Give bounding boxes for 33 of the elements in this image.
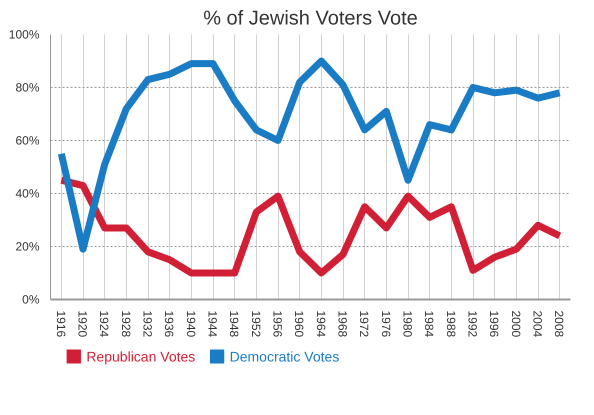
x-tick-label: 1968 [336,310,350,338]
x-tick-label: 1928 [118,310,133,338]
x-tick-label: 2008 [552,310,566,338]
y-tick-label: 80% [15,80,40,94]
x-tick-label: 1924 [97,310,112,338]
x-tick-label: 1940 [184,310,198,338]
y-tick-label: 0% [22,292,40,306]
x-tick-label: 1932 [140,310,154,338]
x-tick-label: 1960 [292,310,306,338]
x-tick-label: 1944 [206,310,220,338]
x-tick-label: 1992 [466,310,480,338]
x-tick-label: 1956 [270,310,284,338]
x-tick-label: 1916 [54,310,68,338]
x-tick-label: 1936 [162,310,176,338]
x-tick-label: 1964 [314,310,328,338]
x-tick-label: 1976 [378,310,393,338]
x-tick-label: 1952 [248,310,263,338]
legend-label: Democratic Votes [230,348,340,364]
y-tick-label: 20% [15,240,40,254]
y-tick-label: 40% [15,186,40,200]
x-tick-label: 1980 [400,310,414,338]
x-tick-label: 2000 [508,310,523,338]
x-tick-label: 1988 [444,310,458,338]
legend-label: Republican Votes [86,348,196,364]
chart-title: % of Jewish Voters Vote [203,8,418,30]
x-tick-label: 1996 [487,310,502,338]
x-tick-label: 2004 [530,310,544,338]
y-tick-label: 60% [15,134,40,148]
y-tick-label: 100% [8,28,40,42]
x-tick-label: 1920 [76,310,90,338]
x-tick-label: 1984 [422,310,436,338]
x-tick-label: 1972 [357,310,372,338]
x-tick-label: 1948 [227,310,242,338]
